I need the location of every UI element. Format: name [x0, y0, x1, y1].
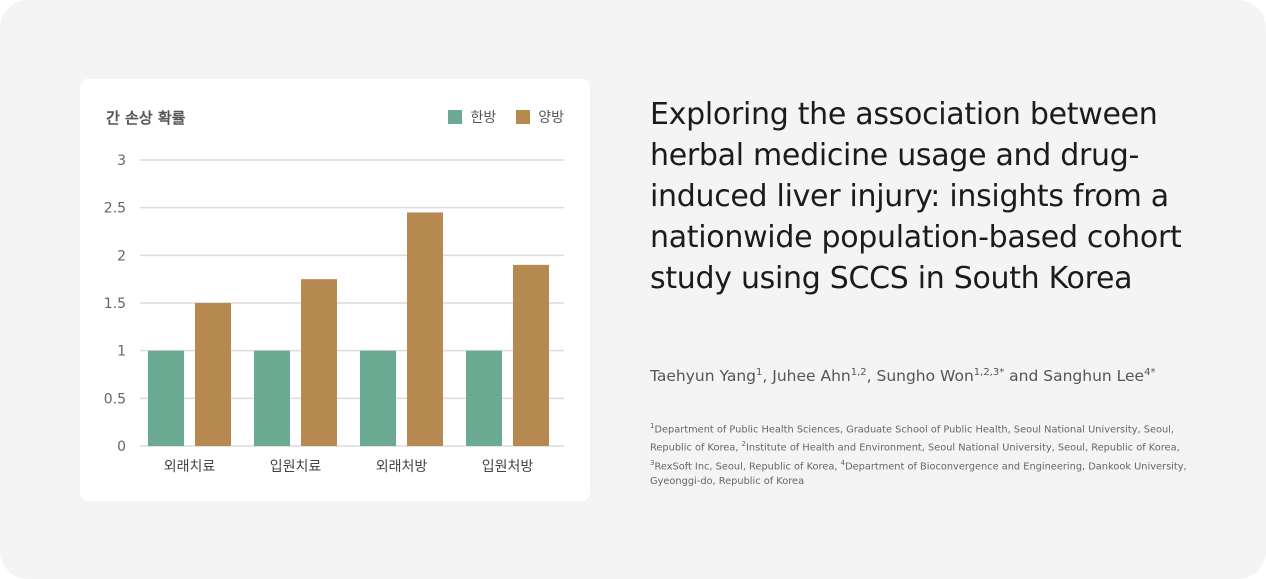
bar-chart: 0 0.5 1 1.5 2 2.5 3 외래치료 입원치료 외래처방 입원처방	[104, 153, 564, 475]
author-separator: ,	[866, 367, 877, 386]
author-name: Juhee Ahn	[772, 367, 851, 386]
bar-series-2	[407, 212, 443, 446]
legend-label: 양방	[538, 110, 564, 126]
affiliation-text: Institute of Health and Environment, Seo…	[746, 442, 1180, 454]
bar-series-1	[254, 350, 290, 446]
affiliation-text: Department of Bioconvergence and Enginee…	[650, 460, 1187, 487]
bar-series-2	[301, 279, 337, 446]
legend-label: 한방	[470, 110, 497, 126]
x-tick-label: 외래치료	[164, 459, 216, 475]
author-list: Taehyun Yang1, Juhee Ahn1,2, Sungho Won1…	[650, 360, 1170, 389]
y-tick-label: 1	[117, 344, 126, 360]
author-separator: and	[1004, 367, 1044, 386]
author-affiliation-marker: 4*	[1144, 367, 1156, 378]
y-tick-label: 0	[117, 439, 126, 455]
y-tick-label: 1.5	[104, 296, 126, 312]
paper-title: Exploring the association between herbal…	[650, 97, 1182, 296]
y-tick-label: 0.5	[104, 391, 126, 407]
x-tick-label: 외래처방	[376, 459, 428, 475]
y-tick-label: 3	[117, 153, 126, 169]
bar-series-1	[360, 350, 396, 446]
chart-title: 간 손상 확률	[106, 109, 186, 127]
affiliation-number: 4	[840, 458, 846, 467]
x-tick-label: 입원치료	[270, 459, 322, 475]
author-affiliation-marker: 1,2,3*	[973, 367, 1005, 378]
y-tick-label: 2	[117, 248, 126, 264]
affiliation-text: Department of Public Health Sciences, Gr…	[650, 424, 1175, 454]
legend-swatch	[448, 110, 463, 124]
x-tick-label: 입원처방	[482, 459, 534, 475]
affiliation-number: 1	[650, 422, 655, 430]
author-affiliation-marker: 1,2	[850, 367, 867, 378]
legend-swatch	[516, 110, 531, 124]
chart-legend: 한방 양방	[448, 107, 564, 127]
chart-card: 간 손상 확률 한방 양방 0 0.5 1 1.5 2 2.5 3 외래치료 입원치료 외래처방 입…	[80, 79, 590, 501]
affiliation-number: 2	[741, 440, 747, 449]
author-separator: ,	[762, 367, 773, 386]
author-name: Sanghun Lee	[1043, 367, 1145, 386]
affiliation-text: RexSoft Inc, Seoul, Republic of Korea,	[654, 460, 841, 472]
y-tick-label: 2.5	[104, 201, 126, 217]
bar-series-1	[466, 350, 502, 446]
author-name: Taehyun Yang	[650, 367, 757, 386]
bar-series-2	[513, 264, 549, 446]
bar-series-2	[195, 303, 231, 446]
legend-item-1: 양방	[516, 107, 564, 127]
legend-item-0: 한방	[448, 107, 496, 127]
affiliations: 1Department of Public Health Sciences, G…	[650, 419, 1190, 489]
author-name: Sungho Won	[876, 367, 974, 386]
bar-series-1	[148, 350, 184, 446]
author-affiliation-marker: 1	[756, 367, 763, 378]
affiliation-number: 3	[650, 458, 655, 467]
